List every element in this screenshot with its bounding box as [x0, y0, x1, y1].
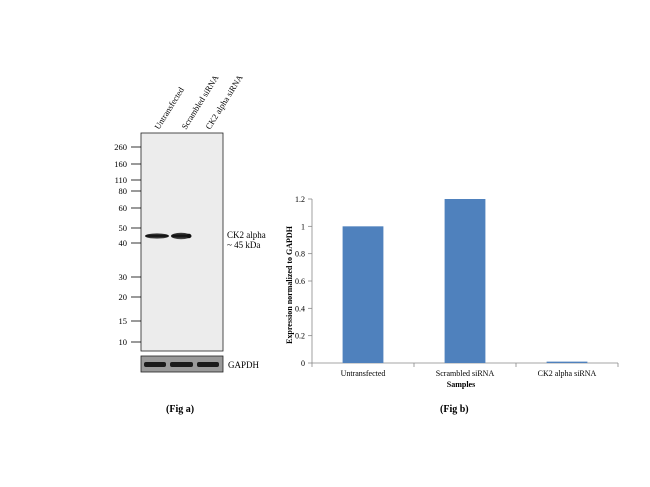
- marker-label: 260: [114, 142, 127, 152]
- y-tick-label: 0.2: [295, 332, 305, 341]
- x-tick-label: Untransfected: [341, 369, 386, 378]
- gapdh-band-ck2-sirna: [197, 362, 219, 367]
- band-untransfected: [145, 233, 169, 239]
- marker-label: 160: [114, 159, 127, 169]
- x-tick-label: Scrambled siRNA: [436, 369, 495, 378]
- bar-chart: 0 0.2 0.4 0.6 0.8 1 1.2 Untransfected Scrambled …: [295, 195, 619, 378]
- marker-label: 15: [119, 316, 128, 326]
- marker-label: 40: [119, 238, 128, 248]
- gapdh-band-untransfected: [144, 362, 166, 367]
- band-label-line2: ~ 45 kDa: [227, 240, 260, 250]
- blot-membrane: [140, 132, 224, 352]
- y-tick-label: 1.2: [295, 195, 305, 204]
- gapdh-label: GAPDH: [228, 360, 260, 370]
- chart-y-label: Expression normalized to GAPDH: [285, 225, 294, 344]
- gapdh-band-scrambled: [170, 362, 193, 367]
- fig-a-caption: (Fig a): [166, 404, 194, 415]
- marker-label: 50: [119, 223, 128, 233]
- band-label-line1: CK2 alpha: [227, 230, 266, 240]
- marker-label: 10: [119, 337, 128, 347]
- bar-chart-panel: 0 0.2 0.4 0.6 0.8 1 1.2 Untransfected Scrambled …: [285, 195, 619, 415]
- band-scrambled-sirna-tail: [186, 233, 192, 239]
- chart-x-label: Samples: [447, 380, 475, 389]
- y-tick-label: 0: [301, 359, 305, 368]
- bar: [444, 199, 486, 363]
- y-tick-label: 0.8: [295, 250, 305, 259]
- ck2-alpha-bands: [145, 232, 192, 240]
- marker-label: 30: [119, 272, 128, 282]
- y-tick-label: 0.4: [295, 304, 305, 313]
- fig-b-caption: (Fig b): [440, 404, 469, 415]
- y-tick-label: 1: [301, 222, 305, 231]
- marker-label: 20: [119, 292, 128, 302]
- x-tick-label: CK2 alpha siRNA: [538, 369, 597, 378]
- y-tick-label: 0.6: [295, 277, 305, 286]
- bar: [342, 226, 384, 363]
- band-scrambled-sirna: [171, 232, 191, 240]
- bar: [546, 361, 588, 363]
- marker-label: 110: [115, 175, 127, 185]
- marker-label: 80: [119, 186, 128, 196]
- marker-label: 60: [119, 203, 128, 213]
